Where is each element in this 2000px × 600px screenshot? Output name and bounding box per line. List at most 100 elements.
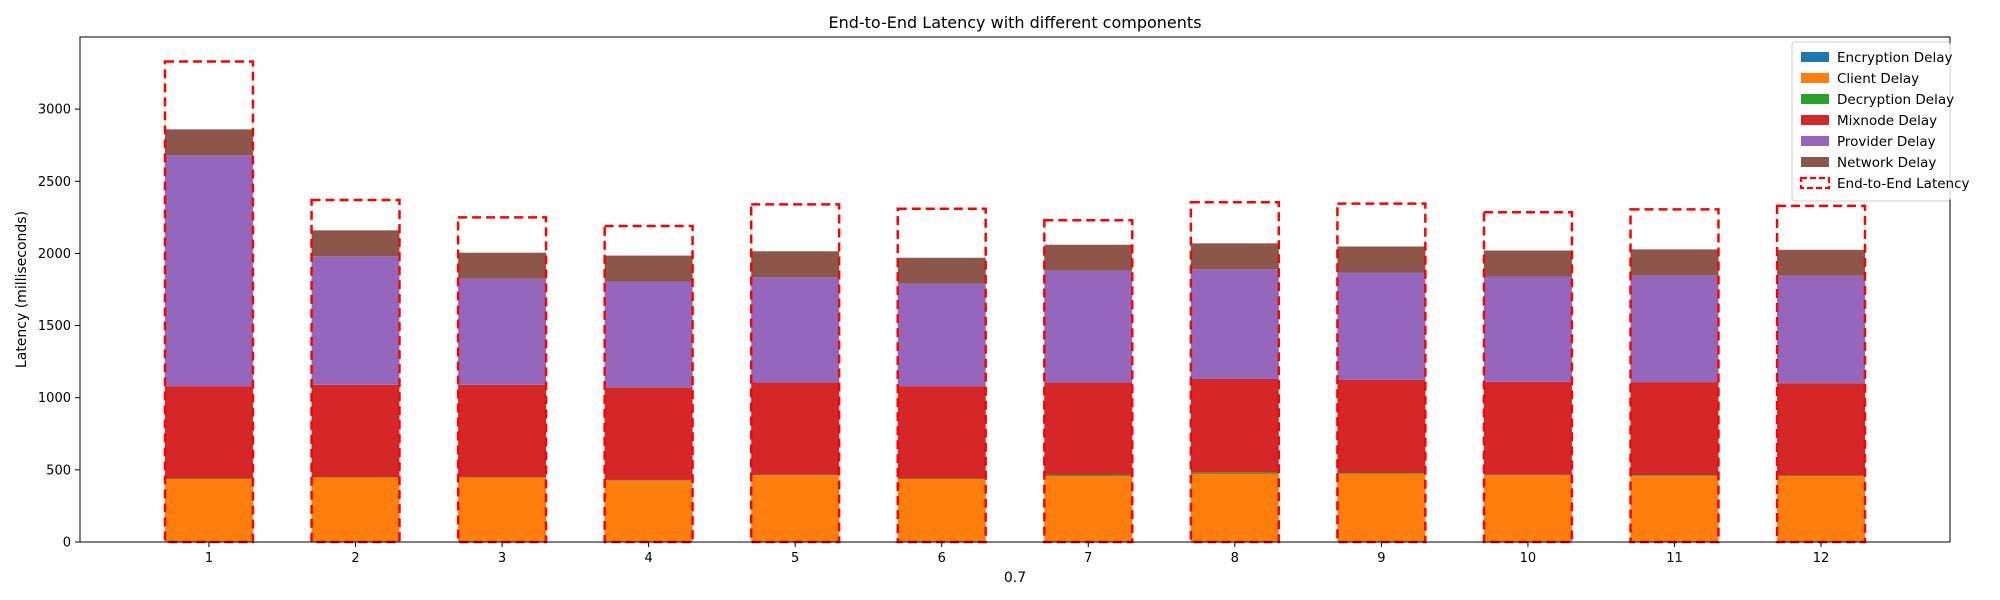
legend-swatch-network-delay — [1801, 157, 1829, 167]
y-axis-title: Latency (milliseconds) — [14, 211, 30, 368]
x-tick-label: 3 — [498, 551, 506, 566]
legend-swatch-decryption-delay — [1801, 94, 1829, 104]
bar-segment-network-delay-1 — [165, 129, 253, 156]
legend-label-client-delay: Client Delay — [1837, 71, 1919, 87]
bar-segment-client-delay-9 — [1337, 473, 1426, 542]
bar-segment-provider-delay-7 — [1044, 270, 1133, 383]
bar-segment-provider-delay-1 — [165, 155, 253, 387]
bar-segment-mixnode-delay-2 — [311, 384, 400, 478]
x-tick-label: 5 — [791, 551, 799, 566]
x-tick-label: 10 — [1520, 551, 1537, 566]
legend: Encryption Delay Client Delay Decryption D… — [1791, 41, 1970, 202]
x-tick-label: 12 — [1813, 551, 1830, 566]
bar-segment-provider-delay-2 — [311, 256, 400, 385]
bar-segment-client-delay-10 — [1483, 475, 1572, 542]
end-to-end-latency-box-4 — [603, 224, 694, 544]
legend-label-encryption-delay: Encryption Delay — [1837, 50, 1952, 66]
bar-segment-provider-delay-4 — [604, 281, 693, 388]
bar-segment-network-delay-9 — [1337, 246, 1426, 273]
y-axis: 0 500 1000 1500 2000 2500 3000 — [38, 103, 80, 551]
bar-segment-mixnode-delay-8 — [1190, 378, 1279, 473]
legend-box — [1791, 41, 1951, 202]
bar-segment-mixnode-delay-12 — [1777, 383, 1865, 476]
bar-segment-client-delay-1 — [165, 478, 253, 542]
x-tick-label: 6 — [938, 551, 946, 566]
bar-segment-network-delay-6 — [897, 257, 986, 284]
legend-swatch-mixnode-delay — [1801, 115, 1829, 125]
bar-segment-client-delay-5 — [751, 475, 840, 542]
legend-label-mixnode-delay: Mixnode Delay — [1837, 113, 1937, 129]
legend-label-network-delay: Network Delay — [1837, 155, 1936, 171]
bar-segment-client-delay-2 — [311, 477, 400, 542]
bar-segment-provider-delay-5 — [751, 277, 840, 383]
y-tick-label: 3000 — [38, 103, 71, 118]
bar-segment-network-delay-12 — [1777, 249, 1865, 276]
bar-segment-network-delay-3 — [458, 252, 547, 279]
bar-segment-mixnode-delay-7 — [1044, 382, 1133, 475]
bar-segment-client-delay-12 — [1777, 476, 1865, 542]
end-to-end-layer — [163, 60, 1867, 544]
bar-segment-mixnode-delay-10 — [1483, 381, 1572, 475]
end-to-end-latency-box-10 — [1482, 211, 1574, 544]
bar-segment-decryption-delay-8 — [1190, 472, 1279, 474]
x-tick-label: 8 — [1231, 551, 1239, 566]
plot-frame — [79, 36, 1951, 543]
bar-segment-decryption-delay-9 — [1337, 473, 1426, 474]
bar-segment-provider-delay-9 — [1337, 272, 1426, 380]
bar-segment-mixnode-delay-3 — [458, 384, 547, 478]
x-tick-label: 11 — [1666, 551, 1683, 566]
legend-swatch-end-to-end-latency — [1799, 176, 1831, 190]
x-axis-title: 0.7 — [1004, 570, 1026, 586]
legend-label-provider-delay: Provider Delay — [1837, 134, 1936, 150]
bar-segment-client-delay-3 — [458, 477, 547, 542]
bar-segment-client-delay-8 — [1190, 473, 1279, 542]
legend-label-end-to-end-latency: End-to-End Latency — [1837, 176, 1970, 192]
x-tick-label: 7 — [1084, 551, 1092, 566]
bar-segment-provider-delay-8 — [1190, 269, 1279, 379]
y-tick-label: 2000 — [38, 247, 71, 262]
bar-segment-mixnode-delay-6 — [897, 386, 986, 479]
bar-segment-mixnode-delay-1 — [165, 386, 253, 479]
bars-layer — [165, 129, 1865, 542]
bar-segment-network-delay-11 — [1630, 249, 1719, 276]
bar-segment-decryption-delay-11 — [1630, 475, 1719, 477]
bar-segment-client-delay-7 — [1044, 476, 1133, 542]
bar-segment-network-delay-2 — [311, 230, 400, 257]
bar-segment-provider-delay-10 — [1483, 276, 1572, 382]
legend-swatch-client-delay — [1801, 73, 1829, 83]
x-tick-label: 1 — [205, 551, 213, 566]
bar-segment-provider-delay-11 — [1630, 275, 1719, 383]
bar-segment-provider-delay-6 — [897, 283, 986, 387]
bar-segment-mixnode-delay-5 — [751, 382, 840, 475]
legend-swatch-encryption-delay — [1801, 52, 1829, 62]
bar-segment-client-delay-6 — [897, 478, 986, 542]
bar-segment-network-delay-8 — [1190, 243, 1279, 270]
bar-segment-client-delay-11 — [1630, 476, 1719, 542]
y-tick-label: 1000 — [38, 391, 71, 406]
bar-segment-mixnode-delay-9 — [1337, 379, 1426, 474]
bar-segment-client-delay-4 — [604, 480, 693, 542]
bar-segment-provider-delay-3 — [458, 278, 547, 385]
x-axis: 1 2 3 4 5 6 7 8 9 10 11 12 — [205, 542, 1829, 566]
bar-segment-mixnode-delay-4 — [604, 387, 693, 480]
end-to-end-latency-box-2 — [310, 198, 401, 544]
bar-segment-network-delay-7 — [1044, 244, 1133, 271]
x-tick-label: 2 — [351, 551, 359, 566]
y-tick-label: 1500 — [38, 319, 71, 334]
end-to-end-latency-box-8 — [1189, 200, 1281, 544]
legend-label-decryption-delay: Decryption Delay — [1837, 92, 1954, 108]
y-tick-label: 2500 — [38, 175, 71, 190]
x-tick-label: 4 — [644, 551, 652, 566]
x-tick-label: 9 — [1377, 551, 1385, 566]
chart-title: End-to-End Latency with different compon… — [828, 13, 1201, 32]
bar-segment-provider-delay-12 — [1777, 275, 1865, 384]
bar-segment-network-delay-10 — [1483, 250, 1572, 277]
bar-segment-mixnode-delay-11 — [1630, 382, 1719, 476]
bar-segment-network-delay-4 — [604, 255, 693, 282]
bar-segment-network-delay-5 — [751, 251, 840, 278]
end-to-end-latency-box-1 — [163, 60, 255, 544]
bar-segment-decryption-delay-7 — [1044, 474, 1133, 477]
y-tick-label: 500 — [46, 463, 71, 478]
